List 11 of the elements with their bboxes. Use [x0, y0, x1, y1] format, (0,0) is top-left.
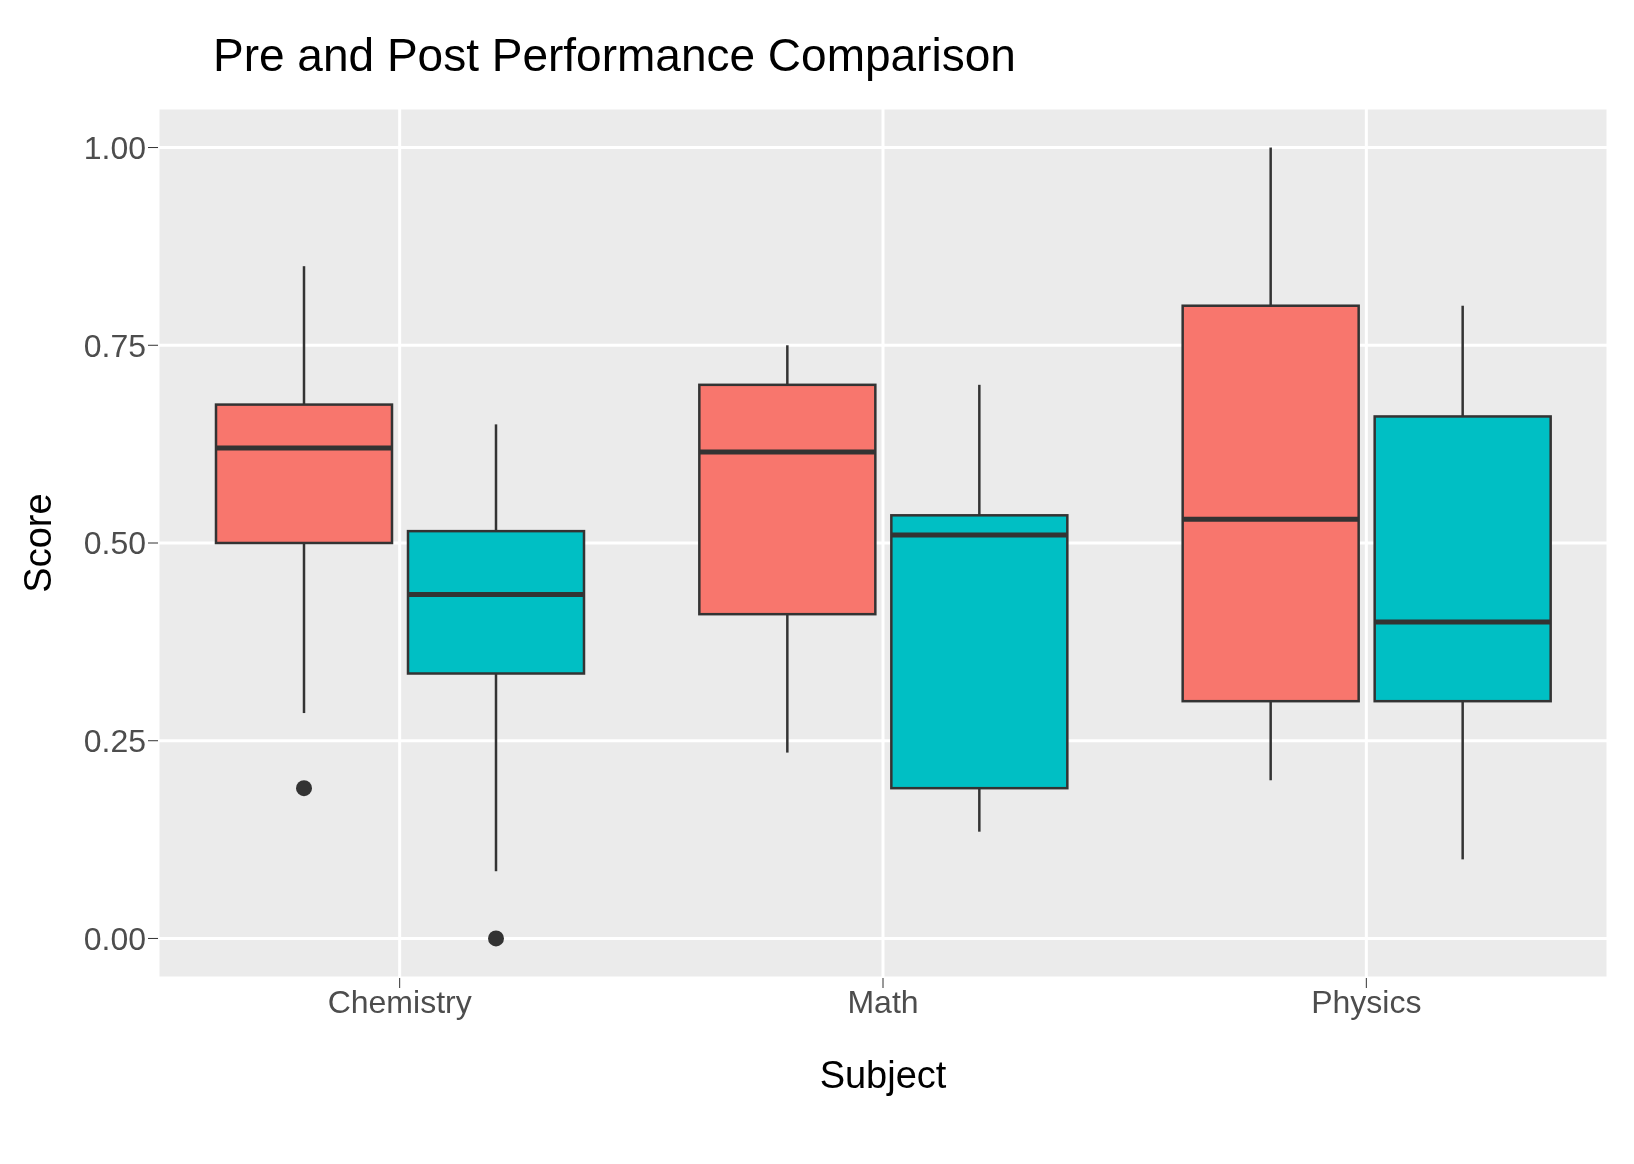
y-tick-label: 1.00: [83, 129, 146, 166]
x-axis-title: Subject: [819, 1054, 947, 1096]
y-axis-title: Score: [17, 493, 60, 593]
chart-title: Pre and Post Performance Comparison: [212, 28, 1017, 83]
y-tick-label: 0.25: [83, 723, 146, 760]
x-tick-label: Physics: [1311, 983, 1422, 1020]
x-tick-label: Math: [847, 983, 919, 1020]
y-tick-label: 0.50: [83, 525, 146, 562]
y-tick-label: 0.00: [83, 920, 146, 957]
y-tick-label: 0.75: [83, 327, 146, 364]
x-tick-label: Chemistry: [327, 983, 472, 1020]
